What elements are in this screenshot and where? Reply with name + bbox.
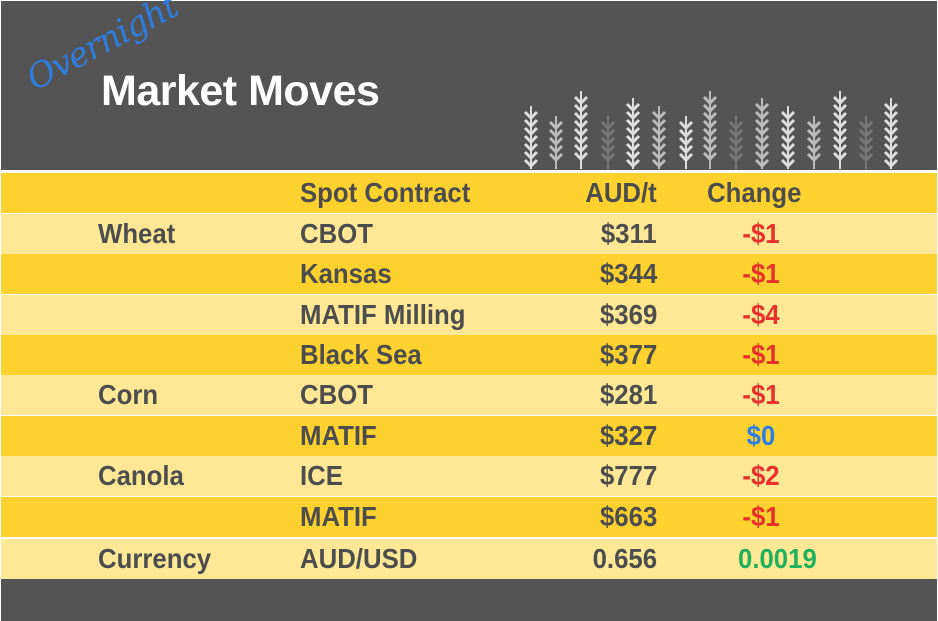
wheat-stalk-icon [883,98,899,169]
contract-cell: AUD/USD [300,543,418,574]
column-header-contract: Spot Contract [300,177,471,208]
table-row: Wheat CBOT $311 -$1 [1,214,937,254]
wheat-stalk-icon [806,116,822,169]
column-header-change: Change [707,177,802,208]
price-cell: 0.656 [592,543,657,574]
commodity-cell: Corn [98,379,159,410]
table-row: Currency AUD/USD 0.656 0.0019 [1,539,937,579]
wheat-stalk-icon [780,106,796,169]
contract-cell: ICE [300,460,343,491]
change-cell: -$1 [742,218,780,249]
table-row: MATIF $327 $0 [1,416,937,456]
change-cell: -$1 [742,379,780,410]
price-cell: $663 [599,501,657,532]
price-cell: $311 [601,218,657,249]
change-cell: $0 [746,420,776,451]
wheat-stalk-icon [573,91,589,169]
change-cell: -$1 [742,258,780,289]
contract-cell: CBOT [300,218,373,249]
wheat-stalk-icon [625,98,641,169]
commodity-cell: Wheat [98,218,176,249]
table-row: Black Sea $377 -$1 [1,335,937,375]
table-row: Canola ICE $777 -$2 [1,456,937,496]
header-banner: Overnight Market Moves [1,0,937,170]
wheat-stalk-icon [523,106,539,169]
wheat-stalk-icon [702,91,718,169]
table-row: MATIF Milling $369 -$4 [1,295,937,335]
wheat-stalks-icon [523,91,899,169]
commodity-cell: Currency [98,543,212,574]
wheat-stalk-icon [728,116,744,169]
change-cell: -$1 [742,501,780,532]
price-cell: $377 [599,339,657,370]
change-cell: -$1 [742,339,780,370]
wheat-stalk-icon [832,91,848,169]
page-title: Market Moves [101,67,380,115]
contract-cell: CBOT [300,379,373,410]
wheat-stalk-icon [754,98,770,169]
table-header-row: Spot Contract AUD/t Change [1,173,937,213]
table-row: Corn CBOT $281 -$1 [1,375,937,415]
contract-cell: Black Sea [300,339,422,370]
price-cell: $777 [599,460,657,491]
wheat-stalk-icon [678,116,694,169]
price-cell: $327 [599,420,657,451]
price-cell: $369 [599,299,657,330]
commodity-cell: Canola [98,460,184,491]
change-cell: 0.0019 [738,543,817,574]
table-row: MATIF $663 -$1 [1,497,937,537]
change-cell: -$4 [742,299,780,330]
wheat-stalk-icon [651,106,667,169]
table-row: Kansas $344 -$1 [1,254,937,294]
price-cell: $344 [599,258,657,289]
wheat-stalk-icon [600,116,616,169]
price-cell: $281 [599,379,657,410]
wheat-stalk-icon [548,116,564,169]
footer-bar [1,579,937,621]
contract-cell: Kansas [300,258,392,289]
change-cell: -$2 [742,460,780,491]
contract-cell: MATIF [300,420,377,451]
wheat-stalk-icon [858,116,874,169]
column-header-price: AUD/t [585,177,657,208]
contract-cell: MATIF [300,501,377,532]
contract-cell: MATIF Milling [300,299,466,330]
